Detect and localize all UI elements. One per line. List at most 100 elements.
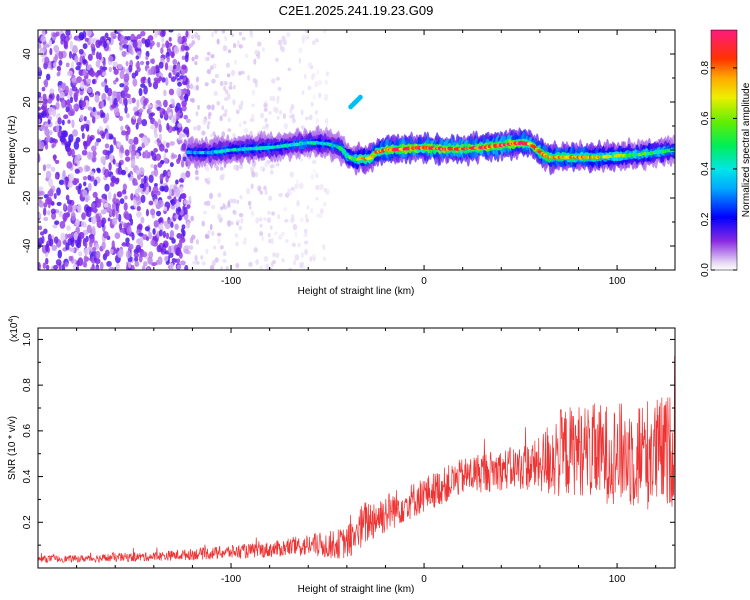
noise-blob — [75, 226, 81, 235]
sparse-blob — [194, 54, 199, 60]
noise-blob — [86, 30, 92, 37]
sparse-blob — [229, 81, 233, 87]
noise-blob — [108, 162, 112, 171]
noise-blob — [149, 124, 156, 130]
noise-blob — [77, 204, 82, 213]
noise-blob — [138, 113, 142, 119]
noise-blob — [140, 76, 146, 84]
noise-blob — [158, 143, 165, 152]
sparse-blob — [315, 69, 319, 75]
sparse-blob — [224, 89, 229, 95]
sparse-blob — [195, 111, 199, 117]
noise-blob — [65, 106, 70, 113]
colorbar-tick-label: 0.2 — [700, 212, 711, 226]
noise-blob — [141, 118, 148, 127]
sparse-blob — [265, 123, 269, 128]
noise-blob — [100, 100, 105, 109]
noise-blob — [38, 225, 43, 231]
noise-blob — [38, 262, 41, 270]
sparse-blob — [310, 75, 315, 80]
sparse-blob — [204, 177, 208, 183]
noise-blob — [89, 37, 95, 44]
noise-blob — [122, 189, 127, 195]
sparse-blob — [191, 97, 195, 103]
sparse-blob — [214, 30, 218, 34]
y-tick-label: -40 — [22, 238, 33, 253]
sparse-blob — [303, 232, 308, 238]
noise-blob — [132, 181, 139, 186]
noise-blob — [64, 85, 70, 94]
noise-blob — [71, 247, 75, 253]
noise-blob — [69, 96, 74, 104]
noise-blob — [61, 263, 66, 270]
noise-blob — [118, 213, 122, 223]
noise-blob — [165, 142, 170, 148]
sparse-blob — [250, 183, 254, 190]
sparse-blob — [254, 172, 259, 177]
sparse-blob — [194, 254, 198, 262]
noise-blob — [122, 39, 129, 45]
noise-blob — [131, 72, 137, 79]
noise-blob — [155, 153, 162, 161]
noise-blob — [157, 256, 163, 265]
noise-blob — [164, 250, 170, 255]
sparse-blob — [304, 116, 309, 121]
noise-blob — [86, 78, 92, 85]
sparse-blob — [315, 184, 319, 191]
noise-blob — [170, 98, 174, 104]
noise-blob — [46, 134, 51, 143]
noise-blob — [41, 30, 46, 37]
sparse-blob — [315, 196, 319, 201]
noise-blob — [59, 91, 65, 99]
sparse-blob — [191, 234, 196, 240]
noise-blob — [140, 178, 144, 185]
sparse-blob — [283, 206, 288, 212]
noise-blob — [176, 63, 181, 72]
noise-blob — [96, 111, 101, 116]
noise-blob — [39, 231, 45, 236]
sparse-blob — [214, 257, 219, 263]
noise-blob — [102, 231, 109, 239]
sparse-blob — [304, 248, 308, 256]
noise-blob — [126, 35, 131, 41]
noise-blob — [143, 98, 148, 107]
noise-blob — [53, 61, 57, 69]
noise-blob — [120, 169, 127, 176]
noise-blob — [145, 38, 151, 48]
noise-blob — [56, 65, 62, 72]
noise-blob — [45, 170, 52, 180]
noise-blob — [81, 149, 88, 156]
noise-blob — [161, 36, 165, 43]
noise-blob — [161, 77, 166, 83]
noise-blob — [180, 260, 186, 266]
noise-blob — [82, 69, 87, 77]
y-tick-label: 0.2 — [22, 515, 33, 529]
noise-blob — [106, 260, 112, 267]
spectrogram-x-axis-label: Height of straight line (km) — [298, 286, 415, 297]
noise-blob — [109, 98, 113, 106]
noise-blob — [150, 239, 156, 246]
noise-blob — [130, 149, 136, 156]
sparse-blob — [314, 172, 319, 179]
sparse-blob — [222, 252, 227, 257]
noise-blob — [130, 218, 134, 226]
snr-x-axis-label: Height of straight line (km) — [298, 584, 415, 595]
noise-blob — [65, 176, 69, 186]
sparse-blob — [192, 260, 197, 265]
snr-multiplier: (x104) — [8, 315, 20, 342]
noise-blob — [88, 240, 93, 248]
noise-blob — [167, 219, 172, 224]
noise-blob — [181, 193, 187, 200]
noise-blob — [168, 252, 174, 258]
sparse-blob — [291, 242, 296, 247]
noise-blob — [136, 117, 143, 125]
noise-blob — [146, 266, 151, 270]
sparse-blob — [247, 74, 250, 81]
noise-blob — [176, 87, 182, 97]
noise-blob — [109, 248, 114, 254]
noise-blob — [160, 47, 164, 55]
noise-blob — [95, 213, 100, 220]
noise-blob — [154, 132, 159, 139]
sparse-blob — [209, 223, 213, 231]
